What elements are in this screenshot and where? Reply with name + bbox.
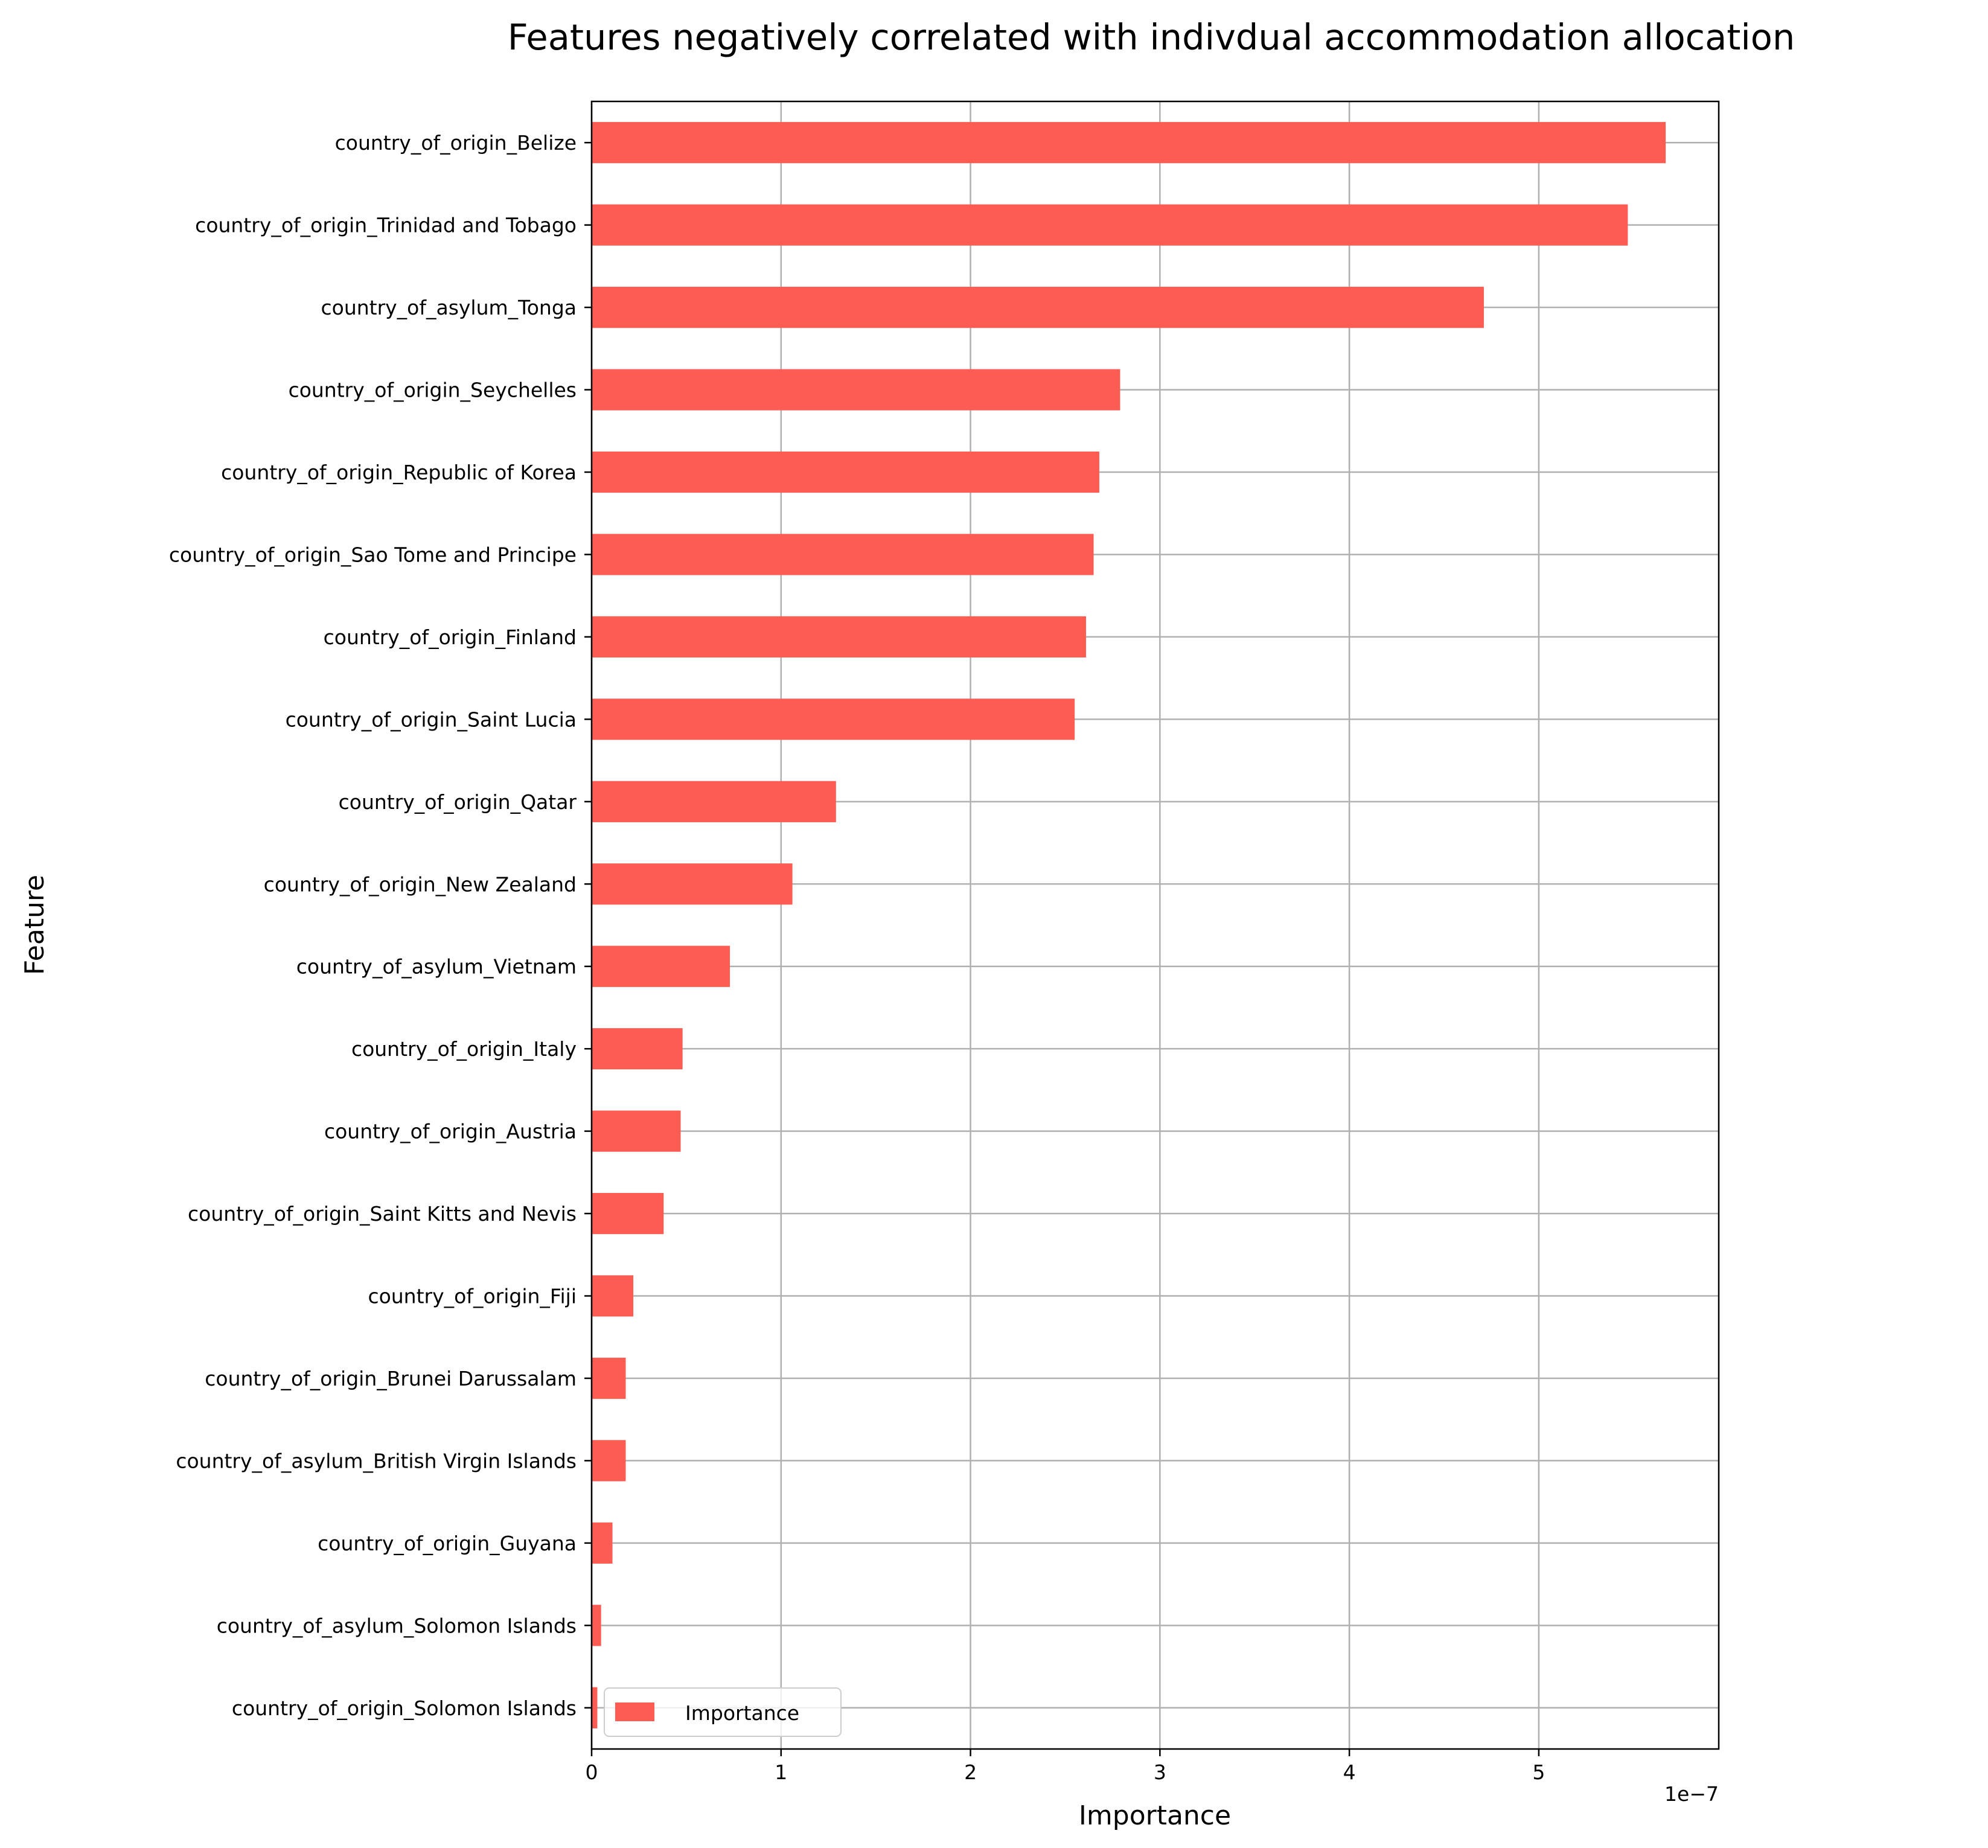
bar [592, 534, 1094, 575]
x-tick-label: 0 [586, 1760, 598, 1784]
y-tick-label: country_of_origin_New Zealand [264, 872, 577, 896]
bars-layer [592, 122, 1666, 1728]
x-axis-label: Importance [1079, 1800, 1231, 1831]
y-tick-label: country_of_origin_Belize [335, 131, 577, 155]
chart-title: Features negatively correlated with indi… [508, 16, 1795, 58]
y-tick-label: country_of_asylum_Tonga [321, 296, 577, 319]
ticks-layer: 0 1 2 3 4 5 country_of_origin_Belize country_of… [169, 131, 1545, 1784]
y-tick-label: country_of_origin_Brunei Darussalam [205, 1367, 577, 1390]
x-tick-label: 2 [964, 1760, 977, 1784]
bar [592, 204, 1628, 246]
legend-swatch [615, 1703, 654, 1721]
bar [592, 699, 1075, 740]
legend-label: Importance [685, 1701, 799, 1725]
bar [592, 287, 1484, 328]
bar [592, 369, 1120, 411]
bar [592, 616, 1086, 658]
bar [592, 1440, 626, 1482]
bar [592, 781, 836, 822]
bar [592, 1110, 681, 1152]
y-tick-label: country_of_origin_Saint Kitts and Nevis [188, 1202, 577, 1226]
bar [592, 1028, 683, 1070]
bar [592, 122, 1666, 164]
y-tick-label: country_of_origin_Trinidad and Tobago [195, 214, 577, 237]
bar [592, 451, 1099, 493]
y-tick-label: country_of_asylum_Solomon Islands [217, 1614, 577, 1637]
bar [592, 863, 793, 905]
x-tick-label: 5 [1532, 1760, 1545, 1784]
y-tick-label: country_of_asylum_Vietnam [296, 955, 577, 979]
bar [592, 1192, 664, 1235]
bar [592, 1687, 598, 1728]
bar [592, 1605, 601, 1646]
y-tick-label: country_of_origin_Guyana [318, 1532, 577, 1555]
legend-frame [604, 1687, 842, 1737]
x-axis-offset-label: 1e−7 [1664, 1782, 1719, 1806]
x-tick-label: 3 [1154, 1760, 1166, 1784]
y-tick-label: country_of_origin_Qatar [339, 790, 577, 814]
x-tick-label: 1 [775, 1760, 787, 1784]
plot-frame [590, 100, 1720, 1750]
bar [592, 1357, 626, 1399]
legend: Importance [604, 1687, 842, 1737]
y-tick-label: country_of_origin_Solomon Islands [232, 1696, 577, 1720]
y-tick-label: country_of_origin_Italy [351, 1037, 577, 1061]
y-tick-label: country_of_origin_Finland [324, 625, 577, 649]
x-tick-label: 4 [1343, 1760, 1356, 1784]
y-tick-label: country_of_origin_Sao Tome and Principe [169, 543, 577, 566]
bar [592, 945, 730, 987]
y-tick-label: country_of_origin_Saint Lucia [286, 708, 577, 731]
y-tick-label: country_of_asylum_British Virgin Islands [176, 1449, 577, 1472]
y-axis-label: Feature [19, 875, 50, 975]
y-tick-label: country_of_origin_Fiji [368, 1285, 577, 1308]
y-tick-label: country_of_origin_Austria [324, 1120, 577, 1143]
bar [592, 1522, 613, 1564]
bar [592, 1275, 634, 1317]
y-tick-label: country_of_origin_Seychelles [289, 379, 577, 402]
y-tick-label: country_of_origin_Republic of Korea [221, 461, 577, 484]
